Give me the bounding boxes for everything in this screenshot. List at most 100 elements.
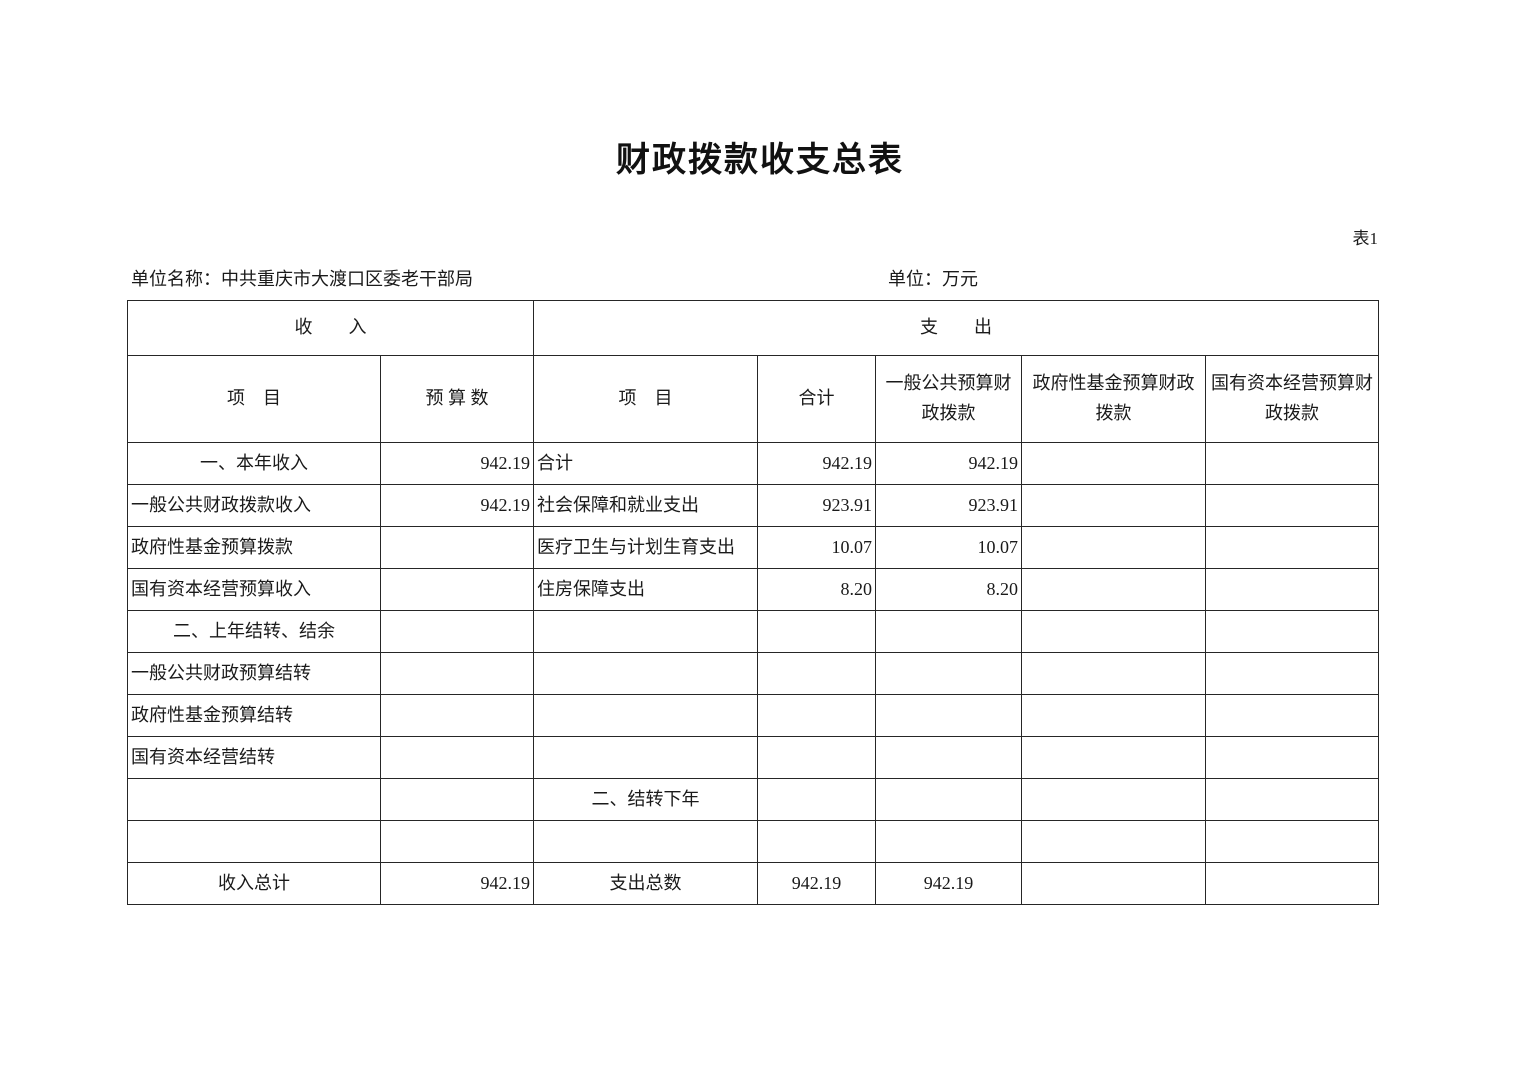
cell-state-capital <box>1204 526 1380 569</box>
cell-total <box>757 778 876 821</box>
cell-budget <box>380 526 534 569</box>
budget-summary-table: 收 入 支 出 项 目 预 算 数 项 目 合计 一般公共预算财政拨款 政府性基… <box>127 300 1380 905</box>
cell-state-capital <box>1204 862 1380 905</box>
cell-general-public <box>875 736 1022 779</box>
cell-income-item <box>127 778 381 821</box>
cell-gov-fund <box>1021 484 1206 527</box>
cell-gov-fund <box>1021 778 1206 821</box>
cell-state-capital <box>1204 484 1380 527</box>
cell-income-item: 收入总计 <box>127 862 381 905</box>
cell-total <box>757 652 876 695</box>
table-row: 国有资本经营预算收入 住房保障支出 8.20 8.20 <box>127 568 1380 611</box>
cell-expense-item <box>533 652 758 695</box>
cell-expense-item: 医疗卫生与计划生育支出 <box>533 526 758 569</box>
table-row: 二、上年结转、结余 <box>127 610 1380 653</box>
table-row: 政府性基金预算结转 <box>127 694 1380 737</box>
col-header-budget: 预 算 数 <box>380 355 534 443</box>
info-line: 单位名称：中共重庆市大渡口区委老干部局 单位：万元 <box>128 265 1378 291</box>
cell-general-public: 923.91 <box>875 484 1022 527</box>
cell-total: 8.20 <box>757 568 876 611</box>
cell-gov-fund <box>1021 442 1206 485</box>
cell-state-capital <box>1204 568 1380 611</box>
cell-budget <box>380 610 534 653</box>
cell-expense-item: 二、结转下年 <box>533 778 758 821</box>
cell-budget <box>380 820 534 863</box>
sheet-number: 表1 <box>1352 229 1379 248</box>
cell-general-public <box>875 694 1022 737</box>
cell-expense-item: 合计 <box>533 442 758 485</box>
cell-income-item: 一般公共财政拨款收入 <box>127 484 381 527</box>
table-row: 收入总计 942.19 支出总数 942.19 942.19 <box>127 862 1380 905</box>
cell-state-capital <box>1204 652 1380 695</box>
cell-budget: 942.19 <box>380 442 534 485</box>
cell-general-public: 8.20 <box>875 568 1022 611</box>
cell-income-item: 国有资本经营结转 <box>127 736 381 779</box>
cell-gov-fund <box>1021 568 1206 611</box>
col-header-expense-item: 项 目 <box>533 355 758 443</box>
cell-budget <box>380 652 534 695</box>
table-row <box>127 820 1380 863</box>
cell-expense-item <box>533 820 758 863</box>
cell-budget: 942.19 <box>380 862 534 905</box>
cell-gov-fund <box>1021 694 1206 737</box>
cell-income-item: 政府性基金预算拨款 <box>127 526 381 569</box>
cell-expense-item: 支出总数 <box>533 862 758 905</box>
group-header-row: 收 入 支 出 <box>127 300 1380 356</box>
column-header-row: 项 目 预 算 数 项 目 合计 一般公共预算财政拨款 政府性基金预算财政拨款 … <box>127 355 1380 443</box>
header-income-group: 收 入 <box>127 300 534 356</box>
cell-gov-fund <box>1021 820 1206 863</box>
cell-total <box>757 820 876 863</box>
header-expenditure-group: 支 出 <box>532 300 1380 356</box>
cell-expense-item: 社会保障和就业支出 <box>533 484 758 527</box>
cell-gov-fund <box>1021 736 1206 779</box>
cell-income-item: 二、上年结转、结余 <box>127 610 381 653</box>
cell-income-item: 一般公共财政预算结转 <box>127 652 381 695</box>
cell-state-capital <box>1204 736 1380 779</box>
unit-of-measure: 单位：万元 <box>888 269 978 289</box>
cell-expense-item <box>533 736 758 779</box>
table-row: 国有资本经营结转 <box>127 736 1380 779</box>
cell-state-capital <box>1204 442 1380 485</box>
cell-income-item: 国有资本经营预算收入 <box>127 568 381 611</box>
cell-total: 942.19 <box>757 862 876 905</box>
table-row: 一、本年收入 942.19 合计 942.19 942.19 <box>127 442 1380 485</box>
cell-expense-item: 住房保障支出 <box>533 568 758 611</box>
cell-expense-item <box>533 610 758 653</box>
cell-budget: 942.19 <box>380 484 534 527</box>
cell-state-capital <box>1204 694 1380 737</box>
cell-budget <box>380 778 534 821</box>
cell-total <box>757 736 876 779</box>
cell-income-item <box>127 820 381 863</box>
table-row: 二、结转下年 <box>127 778 1380 821</box>
cell-general-public: 10.07 <box>875 526 1022 569</box>
unit-name: 单位名称：中共重庆市大渡口区委老干部局 <box>131 269 473 289</box>
cell-general-public <box>875 652 1022 695</box>
cell-total: 923.91 <box>757 484 876 527</box>
cell-total: 942.19 <box>757 442 876 485</box>
cell-total <box>757 610 876 653</box>
cell-general-public <box>875 820 1022 863</box>
cell-income-item: 政府性基金预算结转 <box>127 694 381 737</box>
col-header-total: 合计 <box>757 355 876 443</box>
cell-gov-fund <box>1021 862 1206 905</box>
table-row: 一般公共财政拨款收入 942.19 社会保障和就业支出 923.91 923.9… <box>127 484 1380 527</box>
cell-general-public: 942.19 <box>875 442 1022 485</box>
cell-budget <box>380 736 534 779</box>
cell-budget <box>380 568 534 611</box>
cell-gov-fund <box>1021 652 1206 695</box>
cell-income-item: 一、本年收入 <box>127 442 381 485</box>
col-header-state-capital-budget: 国有资本经营预算财政拨款 <box>1204 355 1380 443</box>
table-row: 一般公共财政预算结转 <box>127 652 1380 695</box>
table-row: 政府性基金预算拨款 医疗卫生与计划生育支出 10.07 10.07 <box>127 526 1380 569</box>
cell-budget <box>380 694 534 737</box>
col-header-gov-fund-budget: 政府性基金预算财政拨款 <box>1021 355 1206 443</box>
cell-state-capital <box>1204 778 1380 821</box>
page-title: 财政拨款收支总表 <box>616 142 904 179</box>
cell-total <box>757 694 876 737</box>
cell-state-capital <box>1204 820 1380 863</box>
cell-state-capital <box>1204 610 1380 653</box>
cell-gov-fund <box>1021 610 1206 653</box>
cell-gov-fund <box>1021 526 1206 569</box>
col-header-general-public-budget: 一般公共预算财政拨款 <box>875 355 1022 443</box>
